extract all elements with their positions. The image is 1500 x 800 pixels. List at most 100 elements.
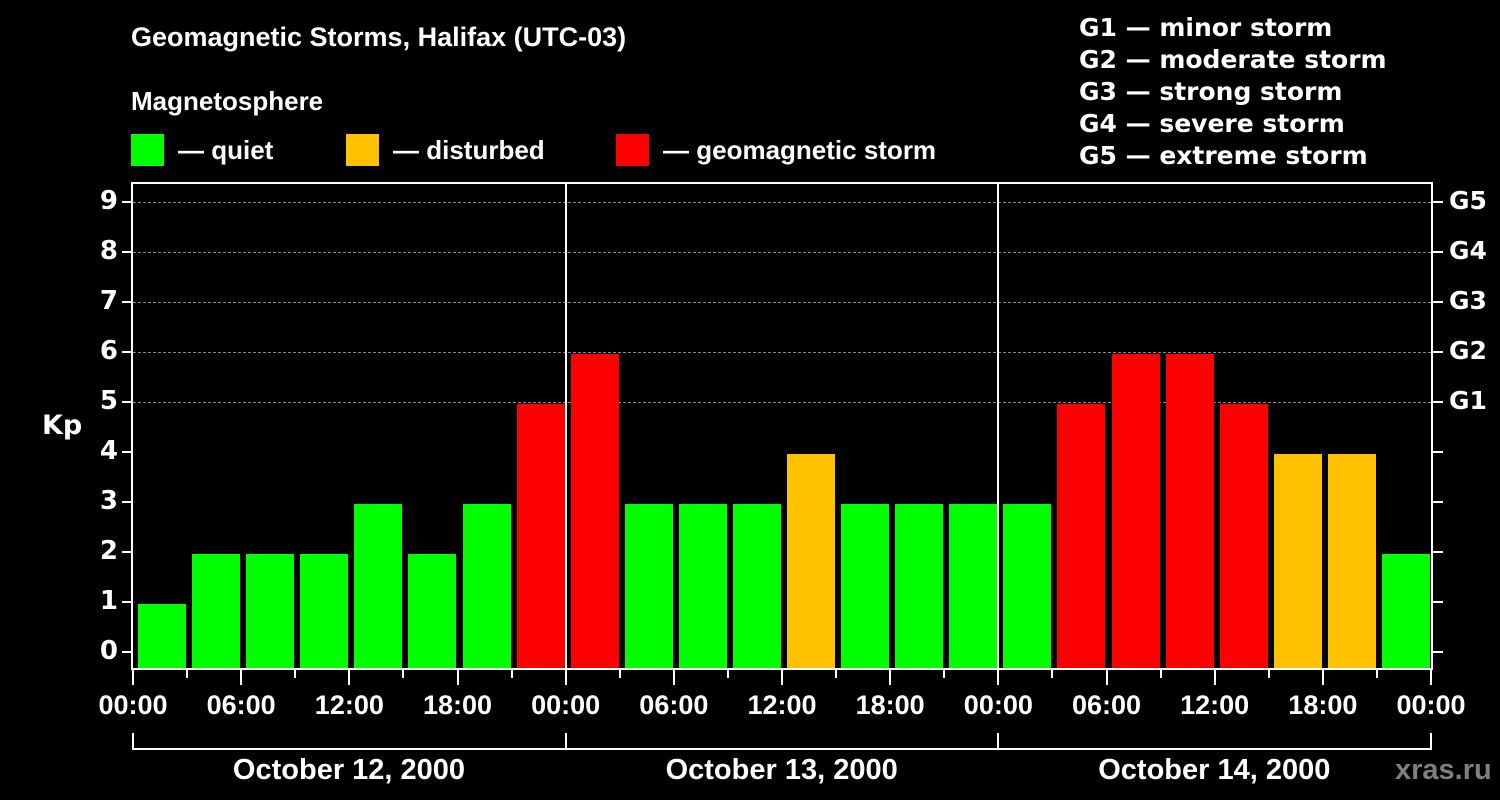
x-major-tick: [1213, 670, 1216, 685]
watermark: xras.ru: [1395, 754, 1492, 786]
kp-bar: [354, 504, 403, 668]
x-minor-tick: [835, 670, 838, 678]
y-tick: [122, 651, 132, 653]
x-tick-label: 18:00: [422, 690, 493, 720]
legend-item-quiet: — quiet: [131, 133, 273, 167]
g-level-label: G1: [1449, 386, 1487, 415]
kp-bar: [138, 604, 187, 668]
g-scale-item: G4 — severe storm: [1079, 109, 1345, 138]
y-tick-label: 8: [99, 236, 118, 266]
y-tick-label: 6: [99, 336, 118, 366]
x-major-tick: [889, 670, 892, 685]
y-tick-label: 5: [99, 386, 118, 416]
legend-label: — quiet: [178, 134, 274, 165]
y-tick: [122, 401, 132, 403]
x-tick-label: 00:00: [1396, 690, 1466, 720]
day-separator: [564, 184, 567, 668]
x-major-tick: [1105, 670, 1108, 685]
g-scale-legend: G1 — minor storm G2 — moderate storm G3 …: [1079, 12, 1387, 172]
kp-bar: [1165, 354, 1214, 668]
date-label: October 13, 2000: [665, 754, 898, 786]
gridline: [133, 202, 1431, 203]
y-tick-label: 9: [99, 186, 118, 216]
kp-bar: [841, 504, 890, 668]
date-bracket-tick: [132, 733, 134, 750]
x-major-tick: [1321, 670, 1324, 685]
y-tick-label: 1: [99, 586, 118, 616]
kp-bar: [624, 504, 673, 668]
kp-bar: [516, 404, 565, 668]
kp-bar: [192, 554, 241, 668]
x-minor-tick: [294, 670, 297, 678]
x-minor-tick: [1051, 670, 1054, 678]
y-axis-label: Kp: [42, 410, 83, 441]
gridline: [133, 252, 1431, 253]
kp-bar: [1273, 454, 1322, 668]
legend-heading: Magnetosphere: [131, 86, 324, 116]
x-major-tick: [997, 670, 1000, 685]
kp-bar: [1003, 504, 1052, 668]
y-tick: [122, 251, 132, 253]
x-major-tick: [132, 670, 134, 685]
day-separator: [997, 184, 1000, 668]
gridline: [133, 302, 1431, 303]
right-tick: [1433, 201, 1443, 203]
x-tick-label: 12:00: [314, 690, 384, 720]
x-major-tick: [456, 670, 459, 685]
x-tick-label: 06:00: [1071, 690, 1142, 720]
x-major-tick: [240, 670, 243, 685]
right-tick: [1433, 401, 1443, 403]
kp-bar: [246, 554, 295, 668]
date-bracket-tick: [1430, 733, 1432, 750]
date-label: October 14, 2000: [1098, 754, 1331, 786]
plot-area: [131, 182, 1433, 670]
right-tick: [1433, 601, 1443, 603]
kp-bar: [895, 504, 944, 668]
kp-bar: [408, 554, 457, 668]
date-bracket-tick: [997, 733, 1000, 750]
x-minor-tick: [618, 670, 621, 678]
right-tick: [1433, 651, 1443, 653]
right-tick: [1433, 351, 1443, 353]
g-level-label: G5: [1449, 186, 1487, 215]
x-major-tick: [1430, 670, 1432, 685]
y-tick-label: 4: [99, 436, 118, 466]
x-tick-label: 18:00: [1288, 690, 1358, 720]
x-minor-tick: [402, 670, 405, 678]
y-tick: [122, 351, 132, 353]
legend-item-storm: — geomagnetic storm: [616, 133, 936, 167]
y-tick: [122, 501, 132, 503]
right-tick: [1433, 451, 1443, 453]
kp-bar: [1327, 454, 1376, 668]
kp-bar: [570, 354, 619, 668]
kp-bar: [1111, 354, 1160, 668]
x-minor-tick: [1159, 670, 1162, 678]
y-tick-label: 3: [99, 486, 118, 516]
x-minor-tick: [186, 670, 189, 678]
g-level-label: G4: [1449, 236, 1487, 265]
disturbed-swatch: [346, 134, 379, 166]
right-tick: [1433, 301, 1443, 303]
x-minor-tick: [726, 670, 729, 678]
x-major-tick: [672, 670, 675, 685]
gridline: [133, 402, 1431, 403]
x-major-tick: [781, 670, 783, 685]
legend-item-disturbed: — disturbed: [346, 133, 545, 167]
right-tick: [1433, 501, 1443, 503]
g-level-label: G2: [1449, 336, 1487, 365]
kp-bar: [1219, 404, 1268, 668]
date-label: October 12, 2000: [232, 754, 466, 786]
legend-label: — disturbed: [393, 134, 545, 165]
y-tick: [122, 301, 132, 303]
right-tick: [1433, 551, 1443, 553]
date-bracket: [133, 748, 1431, 750]
y-tick-label: 2: [99, 536, 118, 566]
x-tick-label: 00:00: [531, 690, 601, 720]
kp-bar: [1381, 554, 1430, 668]
storm-swatch: [616, 134, 649, 166]
g-scale-item: G3 — strong storm: [1079, 77, 1343, 106]
chart-title: Geomagnetic Storms, Halifax (UTC-03): [131, 22, 627, 52]
g-level-label: G3: [1449, 286, 1487, 315]
right-tick: [1433, 251, 1443, 253]
x-tick-label: 00:00: [98, 690, 168, 720]
